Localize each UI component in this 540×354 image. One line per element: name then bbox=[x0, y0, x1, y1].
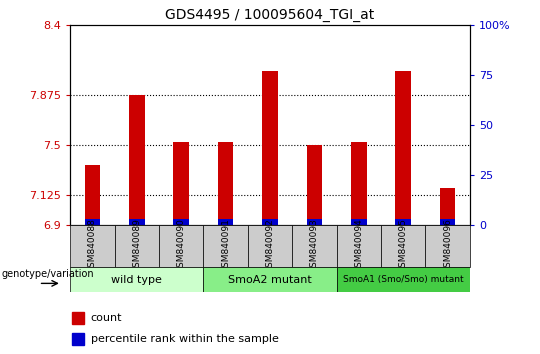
Bar bbox=[336, 225, 381, 267]
Text: genotype/variation: genotype/variation bbox=[2, 269, 94, 279]
Bar bbox=[159, 225, 204, 267]
Bar bbox=[395, 72, 411, 225]
Bar bbox=[72, 333, 84, 345]
Bar bbox=[351, 142, 367, 225]
Bar bbox=[307, 219, 322, 225]
Bar bbox=[336, 267, 470, 292]
Text: percentile rank within the sample: percentile rank within the sample bbox=[91, 334, 279, 344]
Bar bbox=[218, 219, 233, 225]
Bar bbox=[129, 95, 145, 225]
Text: GSM840093: GSM840093 bbox=[310, 218, 319, 274]
Bar bbox=[85, 165, 100, 225]
Bar bbox=[173, 219, 189, 225]
Bar bbox=[173, 142, 189, 225]
Bar bbox=[70, 267, 204, 292]
Text: GSM840090: GSM840090 bbox=[177, 218, 186, 274]
Bar bbox=[395, 219, 411, 225]
Bar bbox=[440, 219, 455, 225]
Bar bbox=[129, 219, 145, 225]
Bar bbox=[351, 219, 367, 225]
Text: GSM840092: GSM840092 bbox=[266, 219, 274, 273]
Bar bbox=[72, 312, 84, 324]
Bar bbox=[262, 72, 278, 225]
Text: GSM840089: GSM840089 bbox=[132, 218, 141, 274]
Bar bbox=[262, 219, 278, 225]
Bar bbox=[307, 145, 322, 225]
Bar bbox=[204, 225, 248, 267]
Text: GSM840088: GSM840088 bbox=[88, 218, 97, 274]
Text: count: count bbox=[91, 313, 122, 323]
Text: SmoA2 mutant: SmoA2 mutant bbox=[228, 275, 312, 285]
Text: GSM840091: GSM840091 bbox=[221, 218, 230, 274]
Text: GSM840096: GSM840096 bbox=[443, 218, 452, 274]
Text: SmoA1 (Smo/Smo) mutant: SmoA1 (Smo/Smo) mutant bbox=[343, 275, 463, 284]
Bar bbox=[218, 142, 233, 225]
Bar bbox=[85, 219, 100, 225]
Bar bbox=[381, 225, 426, 267]
Text: wild type: wild type bbox=[111, 275, 162, 285]
Bar bbox=[114, 225, 159, 267]
Bar bbox=[440, 188, 455, 225]
Bar bbox=[204, 267, 336, 292]
Bar bbox=[292, 225, 336, 267]
Bar bbox=[70, 225, 114, 267]
Bar bbox=[426, 225, 470, 267]
Text: GSM840095: GSM840095 bbox=[399, 218, 408, 274]
Bar bbox=[248, 225, 292, 267]
Title: GDS4495 / 100095604_TGI_at: GDS4495 / 100095604_TGI_at bbox=[165, 8, 375, 22]
Text: GSM840094: GSM840094 bbox=[354, 219, 363, 273]
